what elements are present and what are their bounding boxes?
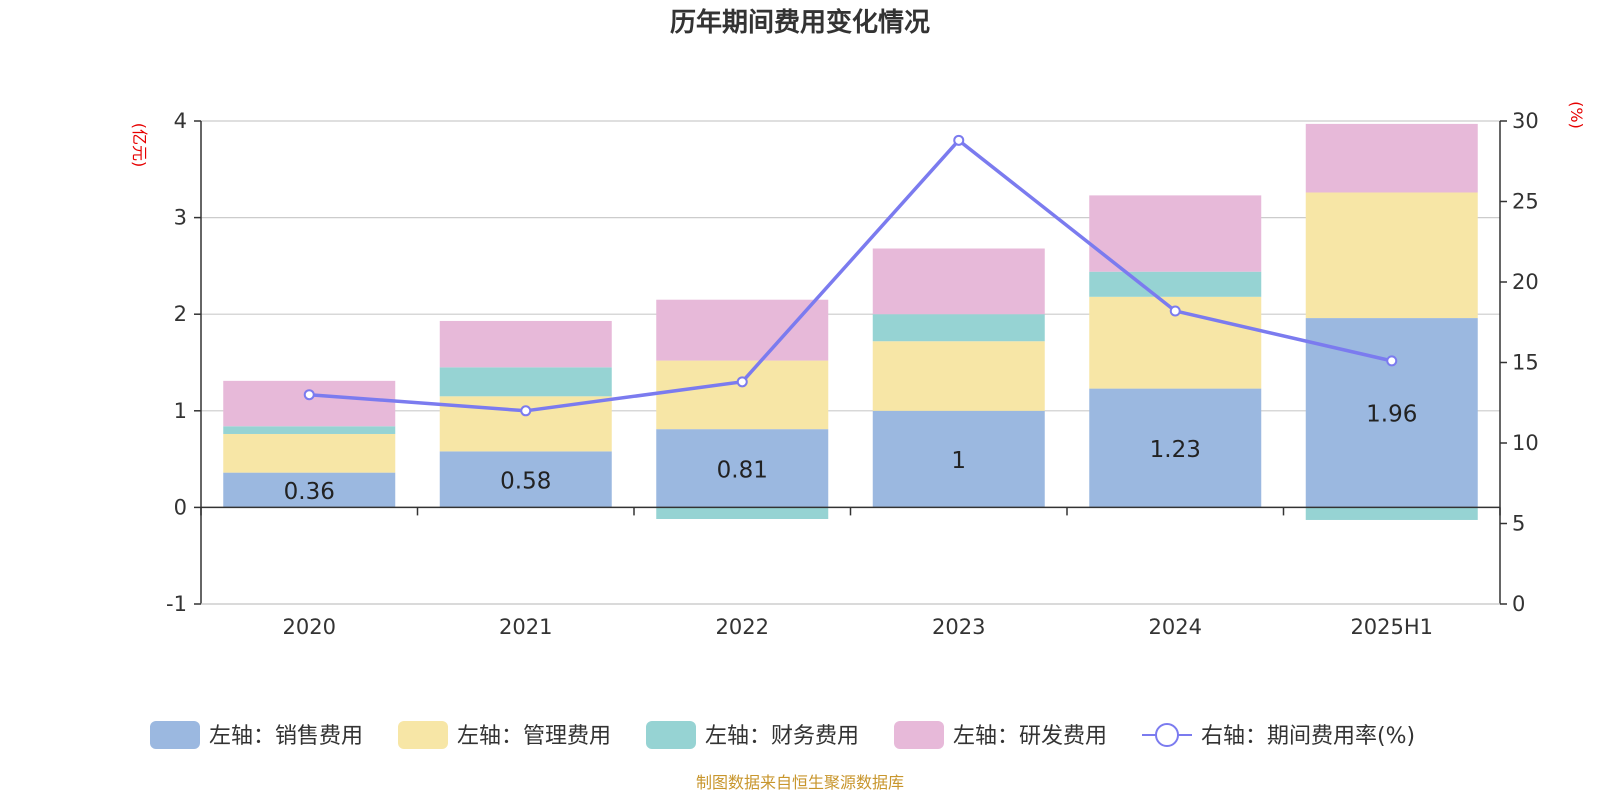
left-y-tick-label: -1 bbox=[166, 592, 187, 616]
bar-segment-2-2024 bbox=[1089, 271, 1262, 297]
bar-segment-1-2020 bbox=[223, 433, 396, 473]
rate-line-path bbox=[309, 138, 1393, 413]
rate-point-2025H1 bbox=[1386, 355, 1398, 367]
bar-segment-0-2025H1 bbox=[1305, 318, 1478, 508]
data-label-2025H1: 1.96 bbox=[1366, 402, 1417, 428]
rate-point-2024 bbox=[1169, 305, 1181, 317]
legend-label: 左轴：管理费用 bbox=[457, 724, 611, 749]
x-category-label: 2021 bbox=[499, 615, 552, 639]
left-y-tick-label: 0 bbox=[174, 495, 187, 519]
right-y-tick-label: 30 bbox=[1512, 109, 1539, 133]
rate-line bbox=[303, 134, 1398, 417]
legend-line-marker bbox=[1155, 723, 1179, 747]
bar-segment-0-2023 bbox=[872, 410, 1045, 508]
bar-segment-1-2023 bbox=[872, 341, 1045, 411]
left-y-tick-label: 1 bbox=[174, 399, 187, 423]
bar-segment-3-2021 bbox=[439, 320, 612, 368]
legend-swatch bbox=[150, 721, 200, 749]
right-y-tick-label: 10 bbox=[1512, 431, 1539, 455]
bar-segment-3-2024 bbox=[1089, 195, 1262, 272]
rate-point-2020 bbox=[303, 389, 315, 401]
x-category-label: 2022 bbox=[716, 615, 769, 639]
right-y-tick-label: 5 bbox=[1512, 512, 1525, 536]
data-label-2023: 1 bbox=[951, 448, 966, 474]
data-label-2021: 0.58 bbox=[500, 468, 551, 494]
right-y-tick-label: 25 bbox=[1512, 190, 1539, 214]
right-y-tick-label: 20 bbox=[1512, 270, 1539, 294]
x-category-label: 2025H1 bbox=[1350, 615, 1433, 639]
bar-segment-3-2022 bbox=[656, 299, 829, 361]
bar-segment-0-2022 bbox=[656, 429, 829, 508]
bar-segment-0-2020 bbox=[223, 472, 396, 508]
data-label-2022: 0.81 bbox=[717, 457, 768, 483]
x-category-label: 2024 bbox=[1149, 615, 1202, 639]
rate-point-2023 bbox=[953, 134, 965, 146]
legend-swatch bbox=[398, 721, 448, 749]
bar-segment-2-2022 bbox=[656, 507, 829, 519]
left-axis-unit-label: (亿元) bbox=[130, 123, 149, 168]
right-y-tick-label: 15 bbox=[1512, 351, 1539, 375]
right-axis-unit-label: (%) bbox=[1567, 101, 1586, 129]
x-category-label: 2020 bbox=[283, 615, 336, 639]
bar-segment-0-2021 bbox=[439, 451, 612, 508]
bar-segment-1-2022 bbox=[656, 360, 829, 430]
bar-segment-2-2025H1 bbox=[1305, 507, 1478, 520]
bar-segment-1-2025H1 bbox=[1305, 192, 1478, 319]
x-category-label: 2023 bbox=[932, 615, 985, 639]
legend-label: 右轴：期间费用率(%) bbox=[1201, 724, 1415, 749]
legend-label: 左轴：研发费用 bbox=[953, 724, 1107, 749]
bar-segment-3-2025H1 bbox=[1305, 123, 1478, 193]
rate-point-2022 bbox=[736, 376, 748, 388]
source-note: 制图数据来自恒生聚源数据库 bbox=[696, 773, 904, 792]
data-label-2024: 1.23 bbox=[1150, 437, 1201, 463]
legend-label: 左轴：财务费用 bbox=[705, 724, 859, 749]
legend-label: 左轴：销售费用 bbox=[209, 724, 363, 749]
bar-segment-3-2020 bbox=[223, 380, 396, 427]
bar-segment-3-2023 bbox=[872, 248, 1045, 315]
bars bbox=[223, 123, 1478, 520]
legend-swatch bbox=[646, 721, 696, 749]
axes: -1 0 1 2 3 4 0 5 10 15 20 25 30 2020 2021 2022 2023 2024 2… bbox=[166, 109, 1539, 639]
bar-segment-2-2020 bbox=[223, 426, 396, 434]
chart-title: 历年期间费用变化情况 bbox=[670, 7, 930, 38]
left-y-tick-label: 4 bbox=[174, 109, 187, 133]
bar-segment-2-2023 bbox=[872, 314, 1045, 342]
left-y-tick-label: 3 bbox=[174, 206, 187, 230]
gridlines bbox=[201, 120, 1500, 605]
legend: 左轴：销售费用 左轴：管理费用 左轴：财务费用 左轴：研发费用 右轴：期间费用率(%) bbox=[150, 721, 1415, 749]
bar-segment-0-2024 bbox=[1089, 388, 1262, 508]
data-labels: 0.36 0.58 0.81 1 1.23 1.96 bbox=[284, 402, 1418, 505]
right-y-tick-label: 0 bbox=[1512, 592, 1525, 616]
bar-segment-2-2021 bbox=[439, 367, 612, 397]
data-label-2020: 0.36 bbox=[284, 479, 335, 505]
left-y-tick-label: 2 bbox=[174, 302, 187, 326]
legend-swatch bbox=[894, 721, 944, 749]
rate-point-2021 bbox=[520, 405, 532, 417]
